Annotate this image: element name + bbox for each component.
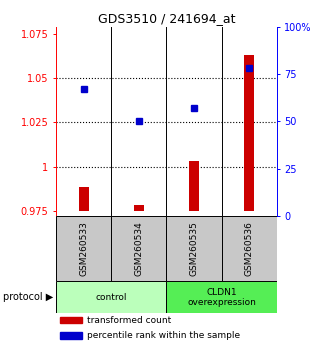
Bar: [166, 281, 277, 313]
Text: percentile rank within the sample: percentile rank within the sample: [87, 331, 240, 340]
Text: GSM260536: GSM260536: [245, 221, 254, 276]
Text: CLDN1
overexpression: CLDN1 overexpression: [187, 287, 256, 307]
Text: transformed count: transformed count: [87, 315, 172, 325]
Text: GSM260535: GSM260535: [189, 221, 198, 276]
Bar: [56, 216, 111, 281]
Bar: [166, 216, 222, 281]
Text: control: control: [95, 293, 127, 302]
Text: GSM260534: GSM260534: [134, 221, 143, 276]
Bar: [79, 187, 89, 211]
Bar: [111, 216, 166, 281]
Text: protocol ▶: protocol ▶: [3, 292, 53, 302]
Bar: [56, 281, 166, 313]
Bar: [221, 216, 277, 281]
Bar: [60, 332, 82, 339]
Bar: [244, 55, 254, 211]
Bar: [60, 317, 82, 323]
Bar: [134, 205, 144, 211]
Bar: [189, 161, 199, 211]
Text: GSM260533: GSM260533: [79, 221, 88, 276]
Title: GDS3510 / 241694_at: GDS3510 / 241694_at: [98, 12, 235, 25]
